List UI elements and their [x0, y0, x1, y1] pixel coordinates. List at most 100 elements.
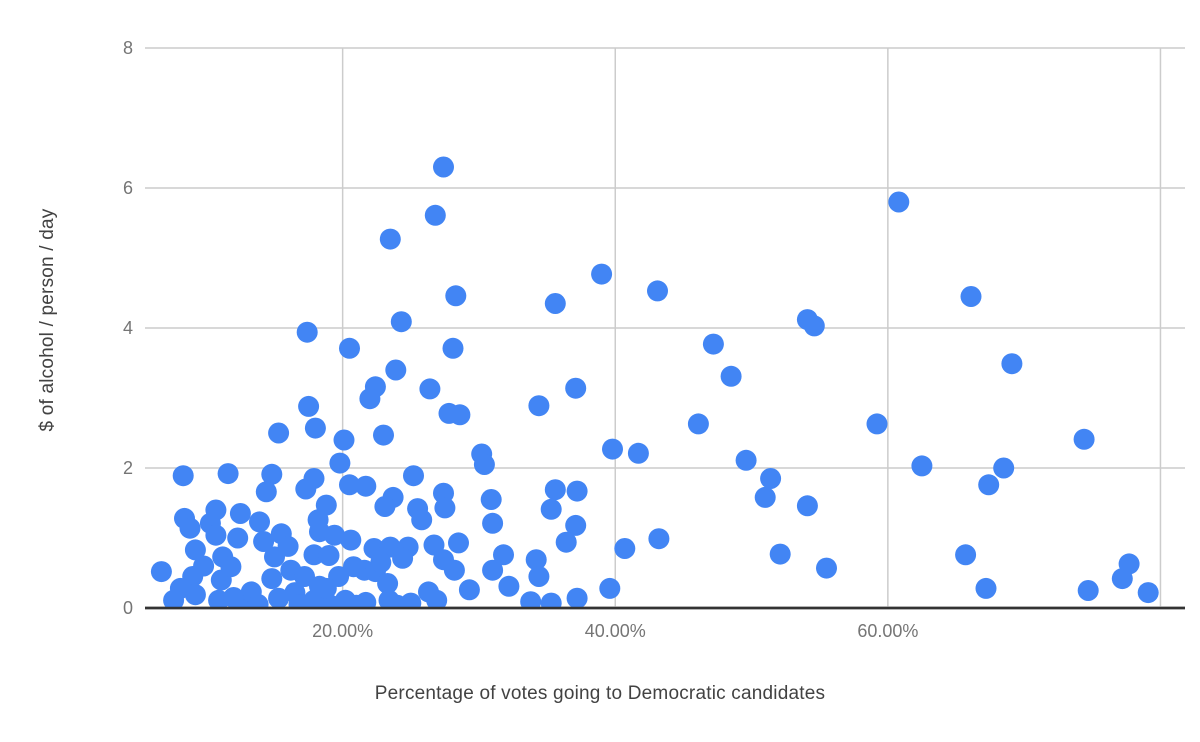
data-point[interactable] — [627, 442, 649, 464]
data-point[interactable] — [458, 579, 480, 601]
data-point[interactable] — [599, 577, 621, 599]
data-point[interactable] — [340, 529, 362, 551]
data-point[interactable] — [975, 577, 997, 599]
data-point[interactable] — [184, 539, 206, 561]
data-point[interactable] — [498, 575, 520, 597]
data-point[interactable] — [866, 413, 888, 435]
data-point[interactable] — [565, 377, 587, 399]
data-point[interactable] — [339, 337, 360, 359]
data-point[interactable] — [386, 594, 408, 616]
data-point[interactable] — [355, 475, 377, 497]
data-point[interactable] — [565, 514, 587, 536]
data-point[interactable] — [411, 509, 433, 531]
data-point[interactable] — [760, 468, 782, 489]
data-point[interactable] — [424, 204, 446, 226]
data-point[interactable] — [955, 544, 977, 566]
data-point[interactable] — [379, 228, 401, 250]
data-point[interactable] — [566, 587, 588, 609]
data-point[interactable] — [769, 543, 791, 565]
data-point[interactable] — [433, 156, 454, 178]
data-point[interactable] — [1073, 428, 1095, 450]
data-point[interactable] — [345, 594, 367, 616]
data-point[interactable] — [268, 587, 290, 609]
data-point[interactable] — [528, 566, 550, 587]
data-point[interactable] — [253, 531, 275, 552]
data-point[interactable] — [303, 544, 325, 566]
data-point[interactable] — [482, 559, 504, 581]
data-point[interactable] — [911, 455, 933, 477]
data-point[interactable] — [333, 429, 355, 451]
data-point[interactable] — [247, 594, 269, 615]
data-point[interactable] — [403, 465, 424, 487]
data-point[interactable] — [163, 589, 185, 611]
data-point[interactable] — [482, 512, 504, 534]
data-point[interactable] — [540, 592, 562, 614]
data-point[interactable] — [888, 191, 910, 213]
data-point[interactable] — [339, 474, 360, 496]
data-point[interactable] — [294, 566, 315, 587]
data-point[interactable] — [540, 498, 562, 520]
data-point[interactable] — [205, 524, 227, 546]
data-point[interactable] — [960, 286, 982, 307]
data-point[interactable] — [304, 417, 326, 439]
data-point[interactable] — [184, 584, 206, 606]
data-point[interactable] — [392, 547, 414, 569]
data-point[interactable] — [566, 480, 588, 502]
data-point[interactable] — [261, 463, 283, 485]
data-point[interactable] — [227, 527, 249, 549]
data-point[interactable] — [445, 285, 467, 307]
data-point[interactable] — [480, 489, 502, 510]
data-point[interactable] — [329, 452, 351, 474]
data-point[interactable] — [1111, 568, 1133, 590]
data-point[interactable] — [528, 395, 550, 417]
data-point[interactable] — [720, 365, 742, 387]
data-point[interactable] — [268, 422, 290, 444]
data-point[interactable] — [648, 528, 670, 550]
data-point[interactable] — [172, 465, 194, 487]
data-point[interactable] — [687, 413, 709, 435]
data-point[interactable] — [816, 557, 837, 579]
data-point[interactable] — [296, 321, 318, 343]
data-point[interactable] — [1001, 353, 1023, 375]
data-point[interactable] — [803, 315, 825, 337]
data-point[interactable] — [754, 486, 776, 508]
data-point[interactable] — [735, 449, 757, 471]
data-point[interactable] — [796, 495, 818, 517]
data-point[interactable] — [385, 359, 407, 381]
data-point[interactable] — [525, 549, 547, 571]
data-point[interactable] — [702, 333, 724, 355]
data-point[interactable] — [373, 424, 394, 446]
data-point[interactable] — [993, 457, 1015, 479]
data-point[interactable] — [544, 479, 566, 501]
data-point[interactable] — [179, 517, 201, 539]
data-point[interactable] — [359, 388, 381, 410]
data-point[interactable] — [426, 589, 448, 611]
data-point[interactable] — [978, 474, 1000, 496]
data-point[interactable] — [473, 454, 495, 475]
data-point[interactable] — [449, 404, 471, 426]
data-point[interactable] — [443, 559, 465, 581]
data-point[interactable] — [493, 544, 514, 566]
data-point[interactable] — [223, 587, 245, 608]
data-point[interactable] — [318, 545, 340, 566]
data-point[interactable] — [1137, 582, 1159, 604]
data-point[interactable] — [419, 378, 441, 400]
data-point[interactable] — [220, 556, 242, 578]
data-point[interactable] — [255, 481, 277, 503]
data-point[interactable] — [303, 468, 325, 489]
data-point[interactable] — [374, 496, 396, 517]
data-point[interactable] — [298, 395, 320, 417]
data-point[interactable] — [277, 535, 299, 557]
data-point[interactable] — [288, 594, 310, 615]
data-point[interactable] — [442, 337, 464, 359]
data-point[interactable] — [602, 438, 623, 460]
data-point[interactable] — [307, 509, 329, 531]
data-point[interactable] — [261, 568, 283, 590]
data-point[interactable] — [217, 463, 239, 485]
data-point[interactable] — [249, 511, 270, 533]
data-point[interactable] — [555, 531, 577, 553]
data-point[interactable] — [390, 311, 412, 333]
data-point[interactable] — [150, 561, 172, 583]
data-point[interactable] — [324, 524, 345, 546]
data-point[interactable] — [377, 573, 399, 594]
